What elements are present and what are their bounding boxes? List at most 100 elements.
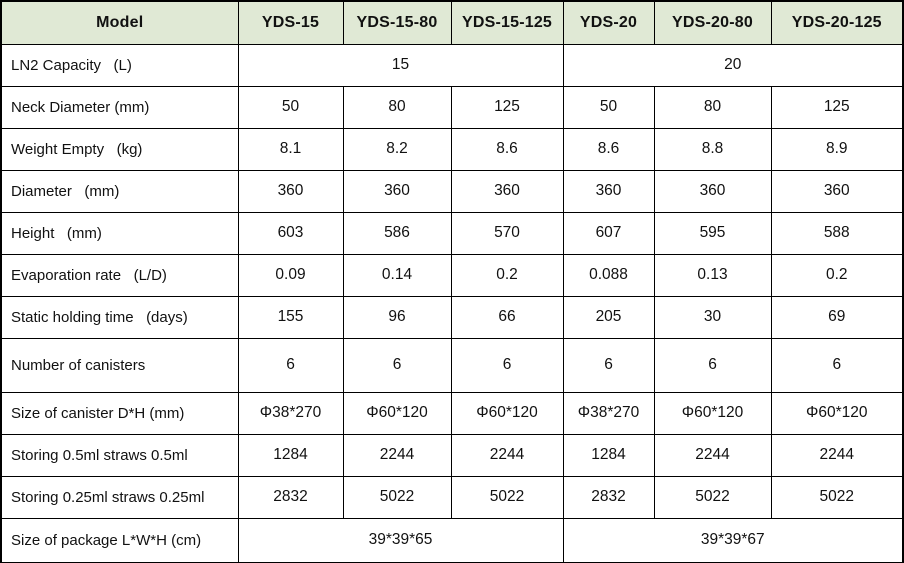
table-row: Height (mm) 603 586 570 607 595 588 — [0, 211, 904, 255]
row-label: Evaporation rate (L/D) — [0, 253, 239, 297]
header-row: Model YDS-15 YDS-15-80 YDS-15-125 YDS-20 YDS… — [0, 0, 904, 45]
cell: 360 — [450, 169, 564, 213]
row-label: Number of canisters — [0, 337, 239, 393]
row-label: Diameter (mm) — [0, 169, 239, 213]
col-header-yds-20-80: YDS-20-80 — [653, 0, 772, 45]
cell: 570 — [450, 211, 564, 255]
cell: 607 — [562, 211, 655, 255]
cell: 6 — [342, 337, 452, 393]
cell: 360 — [562, 169, 655, 213]
cell: 603 — [237, 211, 344, 255]
cell: 39*39*65 — [237, 517, 564, 563]
cell: 6 — [770, 337, 904, 393]
cell: 6 — [237, 337, 344, 393]
cell: 50 — [237, 85, 344, 129]
cell: Φ38*270 — [237, 391, 344, 435]
cell: 2832 — [237, 475, 344, 519]
cell: 2244 — [450, 433, 564, 477]
cell: 2244 — [342, 433, 452, 477]
cell: 5022 — [342, 475, 452, 519]
col-header-model: Model — [0, 0, 239, 45]
row-label: LN2 Capacity (L) — [0, 43, 239, 87]
cell: 0.088 — [562, 253, 655, 297]
row-label: Neck Diameter (mm) — [0, 85, 239, 129]
col-header-yds-20: YDS-20 — [562, 0, 655, 45]
cell: 96 — [342, 295, 452, 339]
table-row: Evaporation rate (L/D) 0.09 0.14 0.2 0.088 0.… — [0, 253, 904, 297]
cell: 360 — [770, 169, 904, 213]
table-body: LN2 Capacity (L) 15 20 Neck Diameter (mm) 50… — [0, 43, 904, 563]
cell: 66 — [450, 295, 564, 339]
cell: Φ60*120 — [770, 391, 904, 435]
cell: 360 — [342, 169, 452, 213]
cell: 360 — [237, 169, 344, 213]
cell: 20 — [562, 43, 904, 87]
col-header-yds-15-80: YDS-15-80 — [342, 0, 452, 45]
cell: 0.13 — [653, 253, 772, 297]
cell: 0.2 — [770, 253, 904, 297]
cell: 8.9 — [770, 127, 904, 171]
table-header: Model YDS-15 YDS-15-80 YDS-15-125 YDS-20 YDS… — [0, 0, 904, 45]
cell: 0.2 — [450, 253, 564, 297]
table-row: LN2 Capacity (L) 15 20 — [0, 43, 904, 87]
row-label: Storing 0.5ml straws 0.5ml — [0, 433, 239, 477]
cell: 360 — [653, 169, 772, 213]
cell: 80 — [342, 85, 452, 129]
cell: Φ38*270 — [562, 391, 655, 435]
cell: 2244 — [653, 433, 772, 477]
cell: 6 — [450, 337, 564, 393]
table-row: Diameter (mm) 360 360 360 360 360 360 — [0, 169, 904, 213]
cell: 586 — [342, 211, 452, 255]
row-label: Static holding time (days) — [0, 295, 239, 339]
cell: 30 — [653, 295, 772, 339]
cell: 6 — [653, 337, 772, 393]
col-header-yds-15-125: YDS-15-125 — [450, 0, 564, 45]
cell: 125 — [770, 85, 904, 129]
cell: 2244 — [770, 433, 904, 477]
cell: 588 — [770, 211, 904, 255]
cell: Φ60*120 — [653, 391, 772, 435]
cell: 0.09 — [237, 253, 344, 297]
cell: 50 — [562, 85, 655, 129]
cell: 5022 — [653, 475, 772, 519]
cell: 80 — [653, 85, 772, 129]
cell: 205 — [562, 295, 655, 339]
cell: 6 — [562, 337, 655, 393]
table-row: Neck Diameter (mm) 50 80 125 50 80 125 — [0, 85, 904, 129]
cell: 15 — [237, 43, 564, 87]
cell: 39*39*67 — [562, 517, 904, 563]
cell: 125 — [450, 85, 564, 129]
cell: 1284 — [562, 433, 655, 477]
cell: 8.6 — [450, 127, 564, 171]
table-row: Size of package L*W*H (cm) 39*39*65 39*39*… — [0, 517, 904, 563]
row-label: Height (mm) — [0, 211, 239, 255]
cell: Φ60*120 — [342, 391, 452, 435]
row-label: Size of package L*W*H (cm) — [0, 517, 239, 563]
cell: 8.2 — [342, 127, 452, 171]
cell: 1284 — [237, 433, 344, 477]
cell: 2832 — [562, 475, 655, 519]
cell: 69 — [770, 295, 904, 339]
table-row: Size of canister D*H (mm) Φ38*270 Φ60*120 Φ… — [0, 391, 904, 435]
table-row: Weight Empty (kg) 8.1 8.2 8.6 8.6 8.8 8.9 — [0, 127, 904, 171]
row-label: Weight Empty (kg) — [0, 127, 239, 171]
table-row: Storing 0.25ml straws 0.25ml 2832 5022 5022… — [0, 475, 904, 519]
col-header-yds-15: YDS-15 — [237, 0, 344, 45]
cell: 155 — [237, 295, 344, 339]
row-label: Storing 0.25ml straws 0.25ml — [0, 475, 239, 519]
col-header-yds-20-125: YDS-20-125 — [770, 0, 904, 45]
cell: 5022 — [450, 475, 564, 519]
cell: 8.8 — [653, 127, 772, 171]
cell: 0.14 — [342, 253, 452, 297]
cell: 595 — [653, 211, 772, 255]
row-label: Size of canister D*H (mm) — [0, 391, 239, 435]
cell: Φ60*120 — [450, 391, 564, 435]
cell: 8.1 — [237, 127, 344, 171]
table-row: Storing 0.5ml straws 0.5ml 1284 2244 2244 12… — [0, 433, 904, 477]
cell: 8.6 — [562, 127, 655, 171]
table-row: Static holding time (days) 155 96 66 205 30 69 — [0, 295, 904, 339]
cell: 5022 — [770, 475, 904, 519]
table-row: Number of canisters 6 6 6 6 6 6 — [0, 337, 904, 393]
